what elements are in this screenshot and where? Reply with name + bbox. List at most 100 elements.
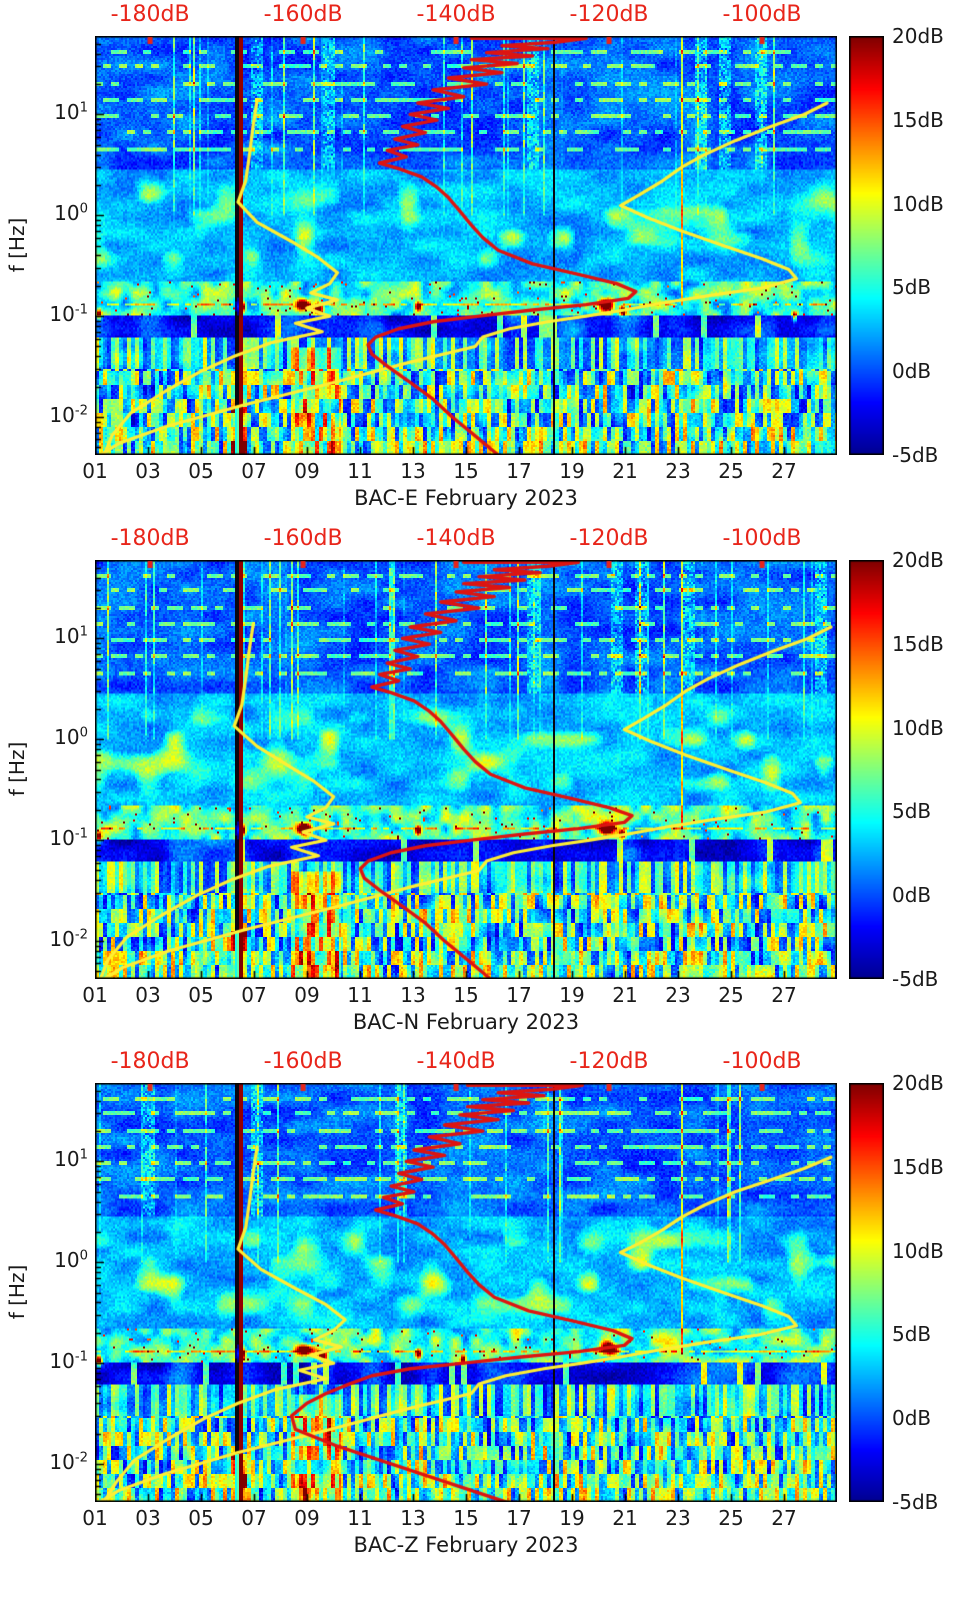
colorbar-tick-label: 10dB <box>892 715 944 740</box>
x-tick-label: 15 <box>453 1506 479 1530</box>
top-db-tick-label: -100dB <box>722 1049 802 1074</box>
y-tick-label: 100 <box>54 201 88 226</box>
x-tick-label: 21 <box>612 459 638 483</box>
colorbar-tick-label: 20dB <box>892 548 944 572</box>
x-tick-label: 09 <box>294 459 320 483</box>
x-tick-label: 17 <box>506 983 532 1007</box>
y-axis-label: f [Hz] <box>5 217 29 273</box>
top-db-tick-label: -140dB <box>416 1049 496 1074</box>
x-tick-label: 09 <box>294 1506 320 1530</box>
colorbar-tick-label: 10dB <box>892 1238 944 1263</box>
colorbar <box>849 36 884 455</box>
x-tick-label: 17 <box>506 1506 532 1530</box>
top-db-tick-label: -120dB <box>569 2 649 27</box>
x-tick-label: 23 <box>665 1506 691 1530</box>
colorbar-tick-label: 15dB <box>892 1154 944 1179</box>
colorbar-tick-label: 20dB <box>892 1071 944 1095</box>
spectrogram-panel: -180dB -160dB -140dB -120dB -100dB f [Hz] 10… <box>0 524 962 1048</box>
curves-overlay-canvas <box>95 36 837 455</box>
top-db-tick-label: -100dB <box>722 2 802 27</box>
panel-title: BAC-E February 2023 <box>354 486 578 510</box>
plot-area <box>95 36 837 455</box>
x-tick-label: 19 <box>559 459 585 483</box>
x-tick-label: 23 <box>665 983 691 1007</box>
y-tick-label: 100 <box>54 725 88 750</box>
curves-overlay-canvas <box>95 1083 837 1502</box>
x-tick-label: 05 <box>188 459 214 483</box>
colorbar-canvas <box>849 36 884 455</box>
y-tick-label: 101 <box>54 100 88 125</box>
colorbar <box>849 1083 884 1502</box>
x-tick-label: 11 <box>347 459 373 483</box>
colorbar-tick-label: 20dB <box>892 24 944 48</box>
x-tick-label: 27 <box>771 983 797 1007</box>
colorbar-tick-label: 10dB <box>892 191 944 216</box>
colorbar <box>849 560 884 979</box>
plot-area <box>95 1083 837 1502</box>
colorbar-tick-label: -5dB <box>892 443 939 467</box>
y-tick-label: 10-1 <box>49 302 88 327</box>
x-tick-label: 11 <box>347 983 373 1007</box>
x-tick-label: 03 <box>135 459 161 483</box>
colorbar-canvas <box>849 1083 884 1502</box>
spectrogram-panel: -180dB -160dB -140dB -120dB -100dB f [Hz] 10… <box>0 0 962 524</box>
colorbar-tick-label: 0dB <box>892 1406 932 1431</box>
colorbar-tick-label: 15dB <box>892 631 944 656</box>
colorbar-tick-label: 15dB <box>892 107 944 132</box>
colorbar-tick-label: 5dB <box>892 275 932 300</box>
top-db-tick-label: -140dB <box>416 2 496 27</box>
top-db-tick-label: -160dB <box>263 1049 343 1074</box>
x-tick-label: 03 <box>135 983 161 1007</box>
x-tick-label: 13 <box>400 459 426 483</box>
top-db-tick-label: -100dB <box>722 526 802 551</box>
top-db-tick-label: -120dB <box>569 526 649 551</box>
y-tick-label: 10-2 <box>49 1449 88 1474</box>
colorbar-tick-label: 5dB <box>892 799 932 824</box>
top-db-tick-label: -120dB <box>569 1049 649 1074</box>
x-tick-label: 03 <box>135 1506 161 1530</box>
y-tick-label: 101 <box>54 624 88 649</box>
x-tick-label: 07 <box>241 459 267 483</box>
x-tick-label: 27 <box>771 459 797 483</box>
x-tick-label: 17 <box>506 459 532 483</box>
x-tick-label: 05 <box>188 1506 214 1530</box>
x-tick-label: 21 <box>612 1506 638 1530</box>
top-db-tick-label: -160dB <box>263 526 343 551</box>
plot-area <box>95 560 837 979</box>
x-tick-label: 05 <box>188 983 214 1007</box>
x-tick-label: 15 <box>453 459 479 483</box>
x-tick-label: 01 <box>82 1506 108 1530</box>
colorbar-tick-label: -5dB <box>892 1490 939 1514</box>
curves-overlay-canvas <box>95 560 837 979</box>
y-tick-label: 101 <box>54 1147 88 1172</box>
top-db-tick-label: -180dB <box>110 526 190 551</box>
colorbar-tick-label: 5dB <box>892 1322 932 1347</box>
colorbar-tick-label: 0dB <box>892 883 932 908</box>
colorbar-tick-label: -5dB <box>892 967 939 991</box>
x-tick-label: 01 <box>82 459 108 483</box>
y-tick-label: 10-1 <box>49 826 88 851</box>
x-tick-label: 15 <box>453 983 479 1007</box>
top-db-tick-label: -180dB <box>110 1049 190 1074</box>
x-tick-label: 25 <box>718 1506 744 1530</box>
y-axis-label: f [Hz] <box>5 1264 29 1320</box>
spectrogram-panel: -180dB -160dB -140dB -120dB -100dB f [Hz] 10… <box>0 1047 962 1571</box>
x-tick-label: 07 <box>241 983 267 1007</box>
x-tick-label: 11 <box>347 1506 373 1530</box>
x-tick-label: 25 <box>718 459 744 483</box>
x-tick-label: 09 <box>294 983 320 1007</box>
panel-title: BAC-N February 2023 <box>352 1010 580 1034</box>
x-tick-label: 01 <box>82 983 108 1007</box>
x-tick-label: 23 <box>665 459 691 483</box>
y-tick-label: 100 <box>54 1248 88 1273</box>
x-tick-label: 19 <box>559 983 585 1007</box>
y-tick-label: 10-2 <box>49 402 88 427</box>
y-tick-label: 10-1 <box>49 1349 88 1374</box>
x-tick-label: 13 <box>400 983 426 1007</box>
top-db-tick-label: -180dB <box>110 2 190 27</box>
top-db-tick-label: -140dB <box>416 526 496 551</box>
colorbar-canvas <box>849 560 884 979</box>
panel-title: BAC-Z February 2023 <box>353 1533 579 1557</box>
x-tick-label: 13 <box>400 1506 426 1530</box>
